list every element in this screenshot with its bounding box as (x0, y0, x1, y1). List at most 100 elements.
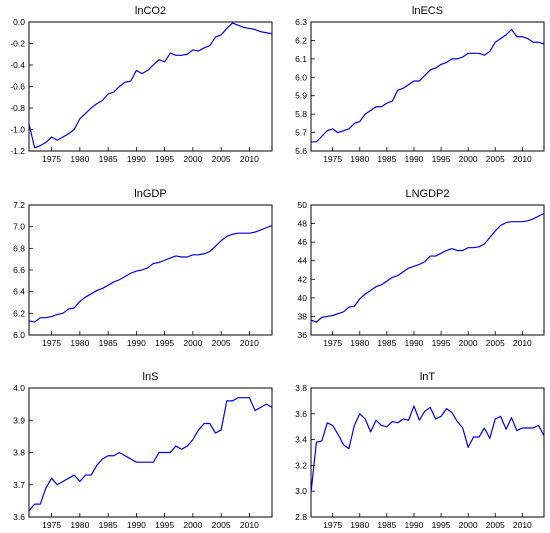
x-tick-label: 2010 (513, 520, 532, 530)
y-tick-label: 5.6 (295, 146, 307, 156)
x-tick-label: 2005 (212, 154, 231, 164)
y-tick-label: 46 (298, 237, 308, 247)
y-tick-label: 4.0 (13, 383, 25, 393)
x-tick-label: 1990 (127, 338, 146, 348)
x-tick-label: 1980 (70, 520, 89, 530)
x-tick-label: 1980 (350, 154, 369, 164)
y-tick-label: 0.0 (13, 17, 25, 27)
y-tick-label: 44 (298, 256, 308, 266)
x-tick-label: 1990 (127, 520, 146, 530)
y-tick-label: 6.0 (295, 72, 307, 82)
x-tick-label: 2005 (486, 520, 505, 530)
x-tick-label: 1985 (377, 520, 396, 530)
x-tick-label: 1975 (323, 154, 342, 164)
y-tick-label: -1.0 (10, 125, 25, 135)
plot-frame (310, 204, 545, 336)
x-tick-label: 1975 (323, 520, 342, 530)
y-tick-label: 6.2 (295, 35, 307, 45)
plot-frame (310, 21, 545, 152)
y-tick-label: 3.6 (13, 512, 25, 522)
x-tick-label: 2010 (513, 338, 532, 348)
x-tick-label: 1980 (350, 520, 369, 530)
series-line (310, 212, 545, 323)
x-tick-label: 1995 (155, 520, 174, 530)
y-tick-label: 5.9 (295, 91, 307, 101)
y-tick-label: 6.3 (295, 17, 307, 27)
y-tick-label: 48 (298, 219, 308, 229)
x-tick-label: 2000 (183, 520, 202, 530)
y-tick-label: -1.2 (10, 146, 25, 156)
chart-panel-2: lnECS 5.6 5.7 5.8 5.9 6.0 6.1 6.2 6.3 1975 1980 198… (295, 5, 545, 164)
x-tick-label: 1990 (404, 154, 423, 164)
x-tick-label: 2010 (240, 154, 259, 164)
y-tick-label: -0.2 (10, 39, 25, 49)
y-tick-label: 6.4 (13, 287, 25, 297)
x-tick-label: 1985 (377, 338, 396, 348)
y-tick-label: 6.2 (13, 308, 25, 318)
y-tick-label: 50 (298, 200, 308, 210)
chart-panel-3: lnGDP 6.0 6.2 6.4 6.6 6.8 7.0 7.2 1975 1980 1985 19… (13, 188, 273, 348)
y-tick-label: -0.6 (10, 82, 25, 92)
y-tick-label: 3.9 (13, 415, 25, 425)
y-tick-label: 3.2 (295, 460, 307, 470)
y-tick-label: 6.8 (13, 243, 25, 253)
x-tick-label: 2000 (459, 154, 478, 164)
x-tick-label: 2005 (486, 154, 505, 164)
x-tick-label: 2005 (212, 338, 231, 348)
x-tick-label: 1990 (404, 520, 423, 530)
x-tick-label: 1985 (99, 154, 118, 164)
y-tick-label: 3.6 (295, 409, 307, 419)
chart-title: lnGDP (134, 188, 166, 200)
x-tick-label: 2005 (212, 520, 231, 530)
chart-title: LNGDP2 (405, 188, 449, 200)
x-tick-label: 2010 (240, 520, 259, 530)
y-tick-label: -0.8 (10, 103, 25, 113)
x-tick-label: 2000 (459, 520, 478, 530)
y-tick-label: 38 (298, 311, 308, 321)
plot-frame (28, 204, 273, 336)
chart-panel-4: LNGDP2 36 38 40 42 44 46 48 50 1975 1980 1985 1990 19… (298, 188, 545, 348)
y-tick-label: 7.0 (13, 222, 25, 232)
x-tick-label: 1980 (70, 154, 89, 164)
chart-title: lnS (143, 371, 159, 383)
x-tick-label: 1975 (42, 338, 61, 348)
x-tick-label: 1975 (42, 520, 61, 530)
series-line (28, 397, 273, 511)
x-tick-label: 1995 (432, 520, 451, 530)
y-tick-label: 3.7 (13, 480, 25, 490)
chart-panel-1: lnCO2 -1.2 -1.0 -0.8 -0.6 -0.4 -0.2 0.0 1975 1980… (10, 5, 273, 164)
y-tick-label: 6.0 (13, 330, 25, 340)
plot-frame (28, 21, 273, 152)
x-tick-label: 2000 (183, 338, 202, 348)
x-tick-label: 2010 (240, 338, 259, 348)
x-tick-label: 1975 (42, 154, 61, 164)
x-tick-label: 2000 (183, 154, 202, 164)
series-line (28, 225, 273, 323)
y-tick-label: 7.2 (13, 200, 25, 210)
x-tick-label: 1980 (350, 338, 369, 348)
y-tick-label: 3.4 (295, 435, 307, 445)
x-tick-label: 1995 (155, 338, 174, 348)
y-tick-label: 40 (298, 293, 308, 303)
y-tick-label: 3.8 (295, 383, 307, 393)
chart-title: lnECS (412, 5, 443, 17)
x-tick-label: 1990 (127, 154, 146, 164)
y-tick-label: 5.7 (295, 128, 307, 138)
y-tick-label: 3.0 (295, 486, 307, 496)
y-tick-label: 6.1 (295, 54, 307, 64)
x-tick-label: 1985 (99, 520, 118, 530)
chart-panel-6: lnT 2.8 3.0 3.2 3.4 3.6 3.8 1975 1980 1985 1990 199… (295, 371, 545, 530)
plot-frame (28, 387, 273, 518)
x-tick-label: 1985 (377, 154, 396, 164)
y-tick-label: 6.6 (13, 265, 25, 275)
x-tick-label: 1990 (404, 338, 423, 348)
x-tick-label: 1985 (99, 338, 118, 348)
y-tick-label: 5.8 (295, 109, 307, 119)
series-line (310, 405, 545, 493)
chart-title: lnT (420, 371, 436, 383)
x-tick-label: 2010 (513, 154, 532, 164)
x-tick-label: 1995 (155, 154, 174, 164)
y-tick-label: 36 (298, 330, 308, 340)
x-tick-label: 1980 (70, 338, 89, 348)
